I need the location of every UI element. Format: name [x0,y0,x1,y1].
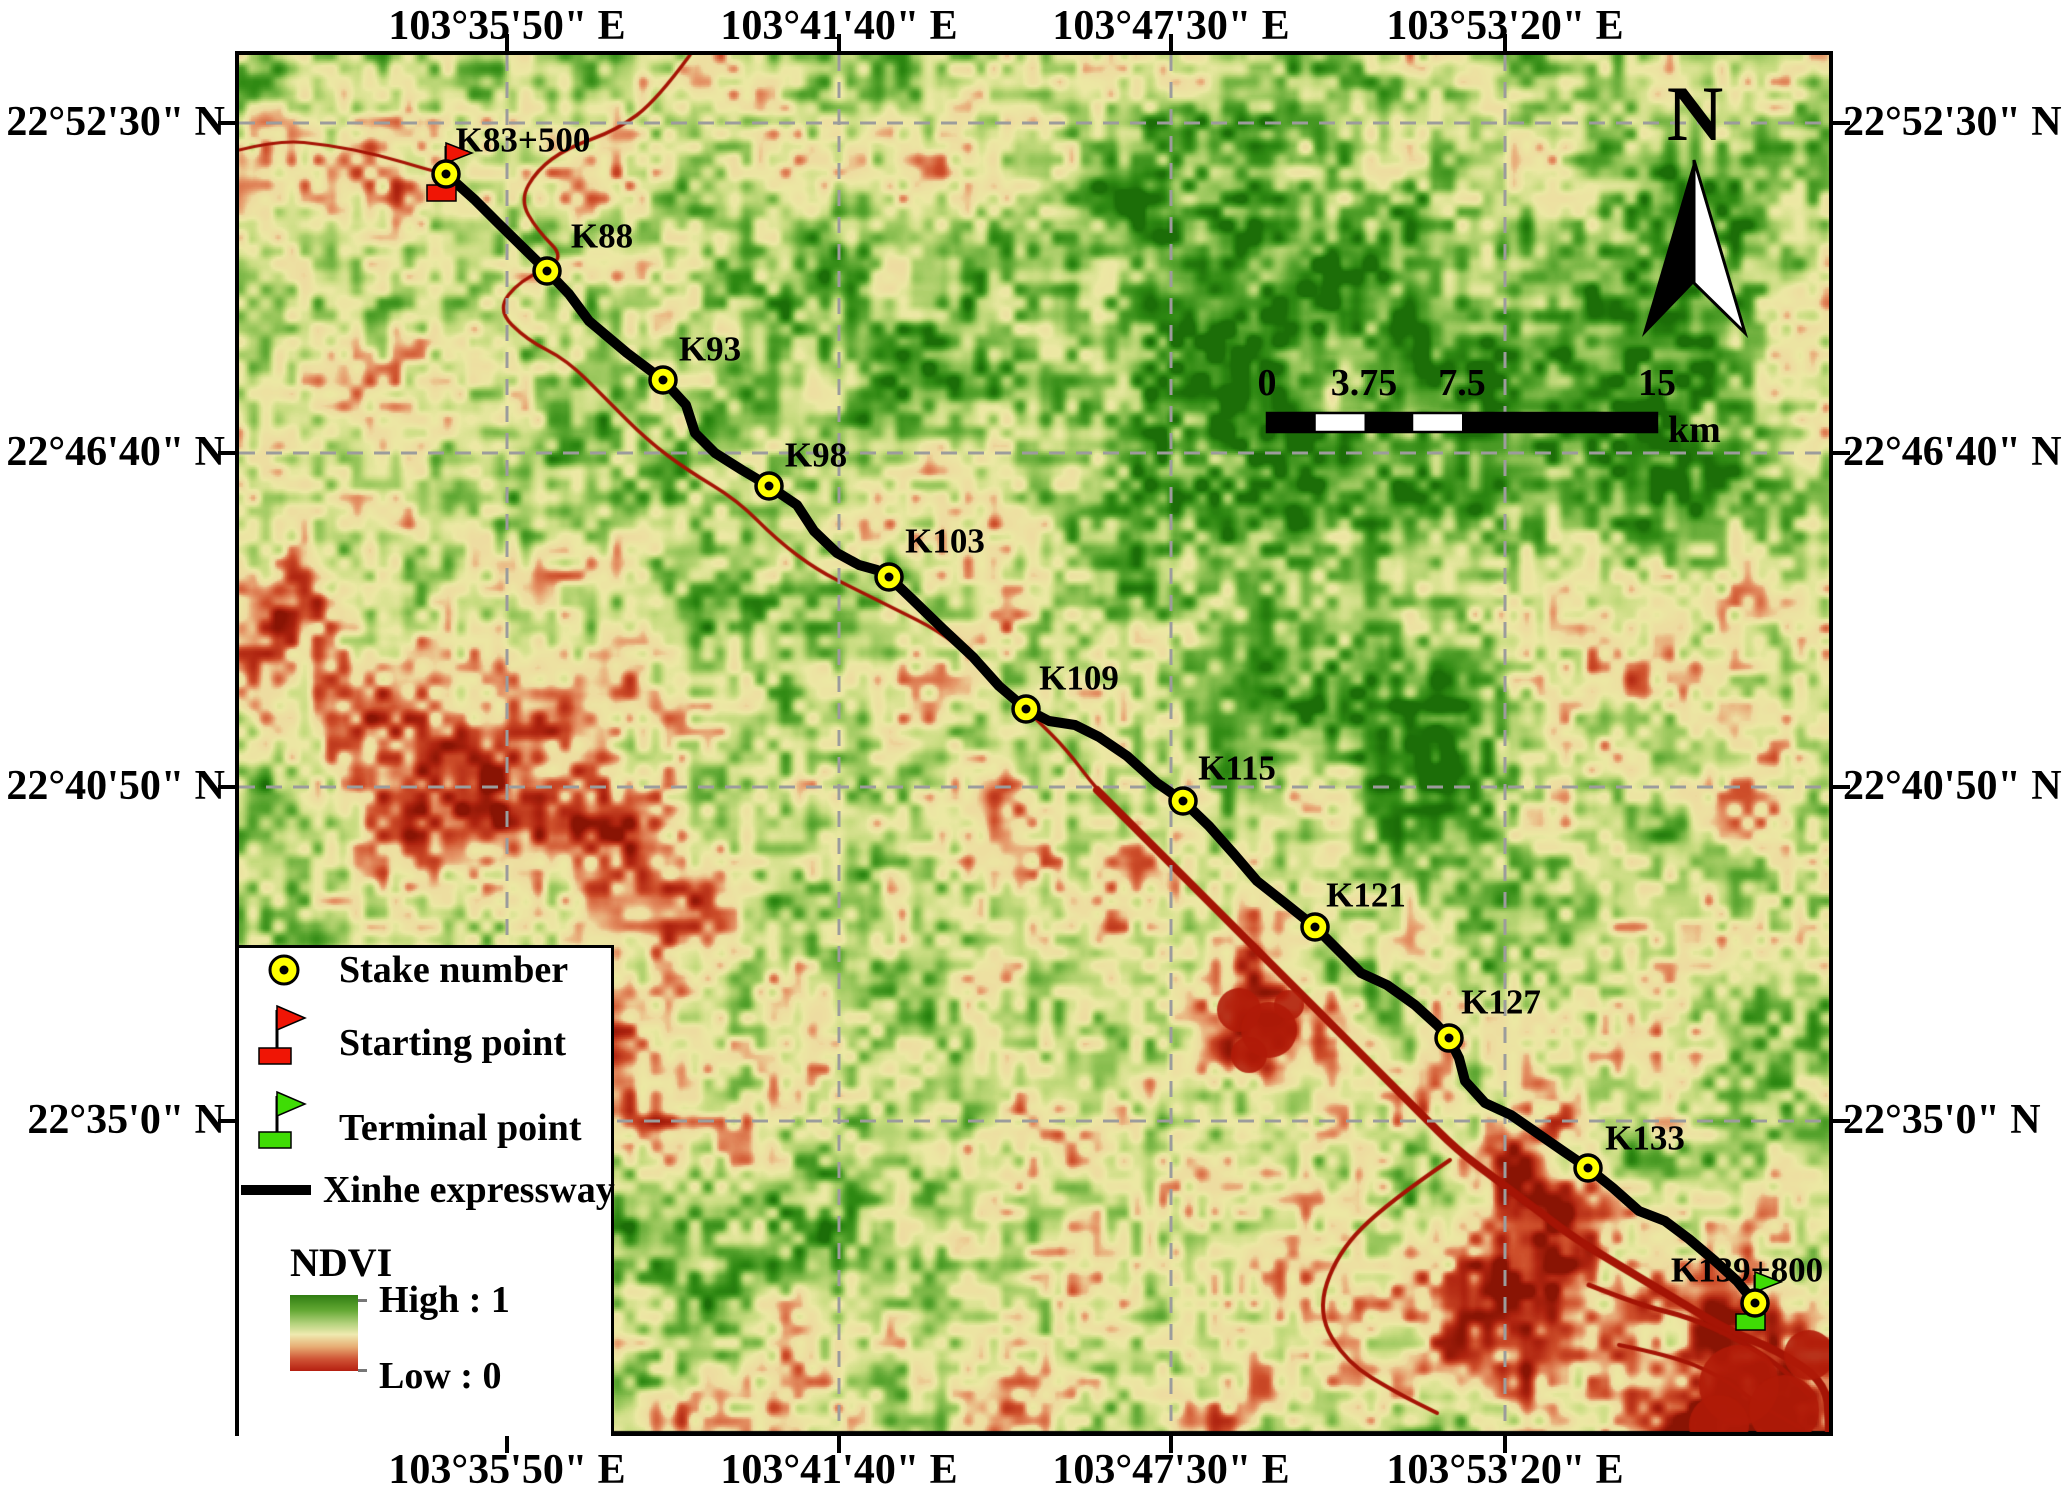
ramp-tick-low [358,1369,367,1372]
legend-stake-number-label: Stake number [339,949,569,991]
legend-expressway-label: Xinhe expressway [323,1169,615,1211]
tick-right [1833,451,1850,455]
stake-label: K103 [905,522,985,561]
scalebar-tick-label: 7.5 [1438,362,1486,404]
scalebar-tick-label: 0 [1257,362,1277,404]
lat-label-right: 22°46'40" N [1843,429,2062,475]
tick-bottom [1503,1436,1507,1453]
lat-label-right: 22°52'30" N [1843,99,2062,145]
stake-label: K133 [1605,1119,1685,1158]
legend-terminal-point-label: Terminal point [339,1107,582,1149]
tick-top [505,34,509,51]
stake-markers [431,159,1770,1318]
lat-label-right: 22°40'50" N [1843,763,2062,809]
stake-number-icon [268,954,300,986]
tick-left [218,121,235,125]
xinhe-expressway-route [441,169,1760,1308]
tick-left [218,1119,235,1123]
north-arrow-icon [1642,159,1749,339]
terminal-point-marker [1735,1270,1784,1331]
lon-label-bottom: 103°47'30" E [1052,1447,1290,1491]
lon-label-bottom: 103°35'50" E [388,1447,626,1491]
tick-right [1833,121,1850,125]
stake-label: K127 [1461,983,1541,1022]
stake-label: K109 [1039,659,1119,698]
scalebar-unit: km [1668,409,1721,451]
ramp-tick-high [358,1299,367,1302]
lon-label-bottom: 103°41'40" E [720,1447,958,1491]
tick-top [1169,34,1173,51]
lon-label-top: 103°35'50" E [388,3,626,49]
stake-labels: K83+500 K88 K93 K98 K103 K109 K115 K121 K127 K133… [456,121,1823,1290]
lat-label-left: 22°35'0" N [27,1097,225,1143]
tick-left [218,451,235,455]
stake-label: K121 [1326,876,1406,915]
north-label: N [1666,70,1724,157]
legend-ndvi-title: NDVI [290,1240,393,1285]
tick-right [1833,785,1850,789]
starting-point-flag-icon [258,1004,307,1065]
tick-bottom [1169,1436,1173,1453]
legend-starting-point-label: Starting point [339,1022,566,1064]
legend-symbols [241,954,311,1195]
tick-top [837,34,841,51]
stake-label: K115 [1198,749,1276,788]
lat-label-left: 22°40'50" N [6,763,225,809]
tick-left [218,785,235,789]
stake-label: K83+500 [456,121,591,160]
lat-label-left: 22°52'30" N [6,99,225,145]
stake-label: K93 [679,330,741,369]
tick-top [1503,34,1507,51]
legend-low-label: Low : 0 [379,1355,502,1397]
stake-label: K139+800 [1671,1251,1823,1290]
terminal-point-flag-icon [258,1090,307,1149]
map-legend: Stake number Starting point Terminal poi… [239,945,615,1436]
tick-bottom [837,1436,841,1453]
lat-label-left: 22°46'40" N [6,429,225,475]
scalebar-tick-label: 15 [1638,362,1676,404]
scalebar-tick-label: 3.75 [1330,362,1398,404]
stake-label: K98 [785,436,847,475]
lon-label-top: 103°47'30" E [1052,3,1290,49]
north-arrow: N [1630,74,1760,349]
tick-right [1833,1119,1850,1123]
lat-label-right: 22°35'0" N [1843,1097,2041,1143]
ndvi-color-ramp [290,1295,358,1371]
stake-label: K88 [571,217,633,256]
scalebar [1265,411,1659,434]
tick-bottom [505,1436,509,1453]
lon-label-top: 103°53'20" E [1386,3,1624,49]
legend-high-label: High : 1 [379,1279,510,1321]
lon-label-bottom: 103°53'20" E [1386,1447,1624,1491]
lon-label-top: 103°41'40" E [720,3,958,49]
